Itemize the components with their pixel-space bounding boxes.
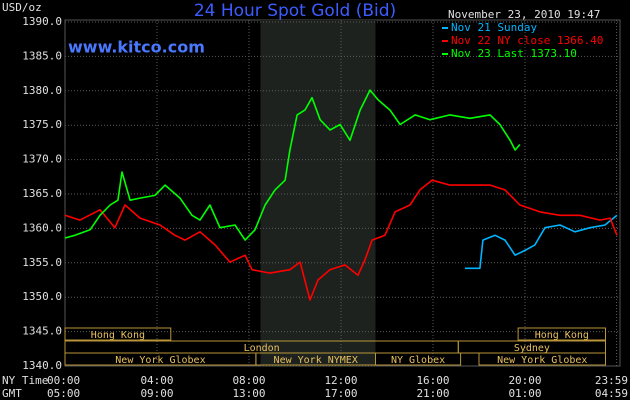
x2-axis-label: GMT [2, 387, 22, 400]
y-tick-label: 1385.0 [22, 49, 62, 62]
session-label: Sydney [514, 343, 550, 354]
session-label: NY Globex [391, 355, 445, 366]
session-label: Hong Kong [91, 330, 145, 341]
y-tick-label: 1350.0 [22, 290, 62, 303]
x-tick-label: 20:00 [508, 374, 541, 387]
y-tick-label: 1390.0 [22, 15, 62, 28]
x-tick-label: 23:59 [595, 374, 628, 387]
session-label: New York Globex [497, 355, 587, 366]
legend-label: Nov 23 Last 1373.10 [451, 47, 577, 60]
y-tick-label: 1340.0 [22, 359, 62, 372]
session-box [375, 352, 462, 366]
x-tick-label: 16:00 [416, 374, 449, 387]
y-tick-label: 1360.0 [22, 221, 62, 234]
x2-tick-label: 13:00 [232, 387, 265, 400]
y-tick-label: 1355.0 [22, 256, 62, 269]
series-line [465, 214, 618, 270]
background-layer [64, 20, 620, 367]
session-label: Hong Kong [535, 330, 589, 341]
session-box [64, 327, 172, 341]
timestamp: November 23, 2010 19:47 [448, 8, 600, 21]
y-axis-label: USD/oz [2, 1, 42, 14]
x2-tick-label: 17:00 [324, 387, 357, 400]
session-label: New York Globex [115, 355, 205, 366]
series-line [64, 89, 521, 241]
session-label: London [244, 343, 280, 354]
x2-tick-label: 05:00 [47, 387, 80, 400]
watermark: www.kitco.com [68, 38, 205, 57]
series-line [64, 179, 618, 301]
highlight-band [260, 20, 376, 366]
x2-tick-label: 09:00 [140, 387, 173, 400]
y-tick-label: 1380.0 [22, 84, 62, 97]
x-tick-label: 00:00 [47, 374, 80, 387]
x-axis-label: NY Time [2, 374, 48, 387]
x-tick-label: 12:00 [324, 374, 357, 387]
y-tick-label: 1365.0 [22, 187, 62, 200]
chart-title: 24 Hour Spot Gold (Bid) [194, 1, 396, 21]
session-box [517, 327, 606, 341]
x-tick-label: 08:00 [232, 374, 265, 387]
legend-label: Nov 22 NY close 1366.40 [451, 34, 603, 47]
x-tick-label: 04:00 [140, 374, 173, 387]
x2-tick-label: 04:59 [595, 387, 628, 400]
x2-tick-label: 01:00 [508, 387, 541, 400]
session-label: New York NYMEX [274, 355, 358, 366]
legend-label: Nov 21 Sunday [451, 21, 537, 34]
y-tick-label: 1375.0 [22, 118, 62, 131]
y-tick-label: 1370.0 [22, 153, 62, 166]
y-tick-label: 1345.0 [22, 325, 62, 338]
session-box [478, 352, 606, 366]
x2-tick-label: 21:00 [416, 387, 449, 400]
